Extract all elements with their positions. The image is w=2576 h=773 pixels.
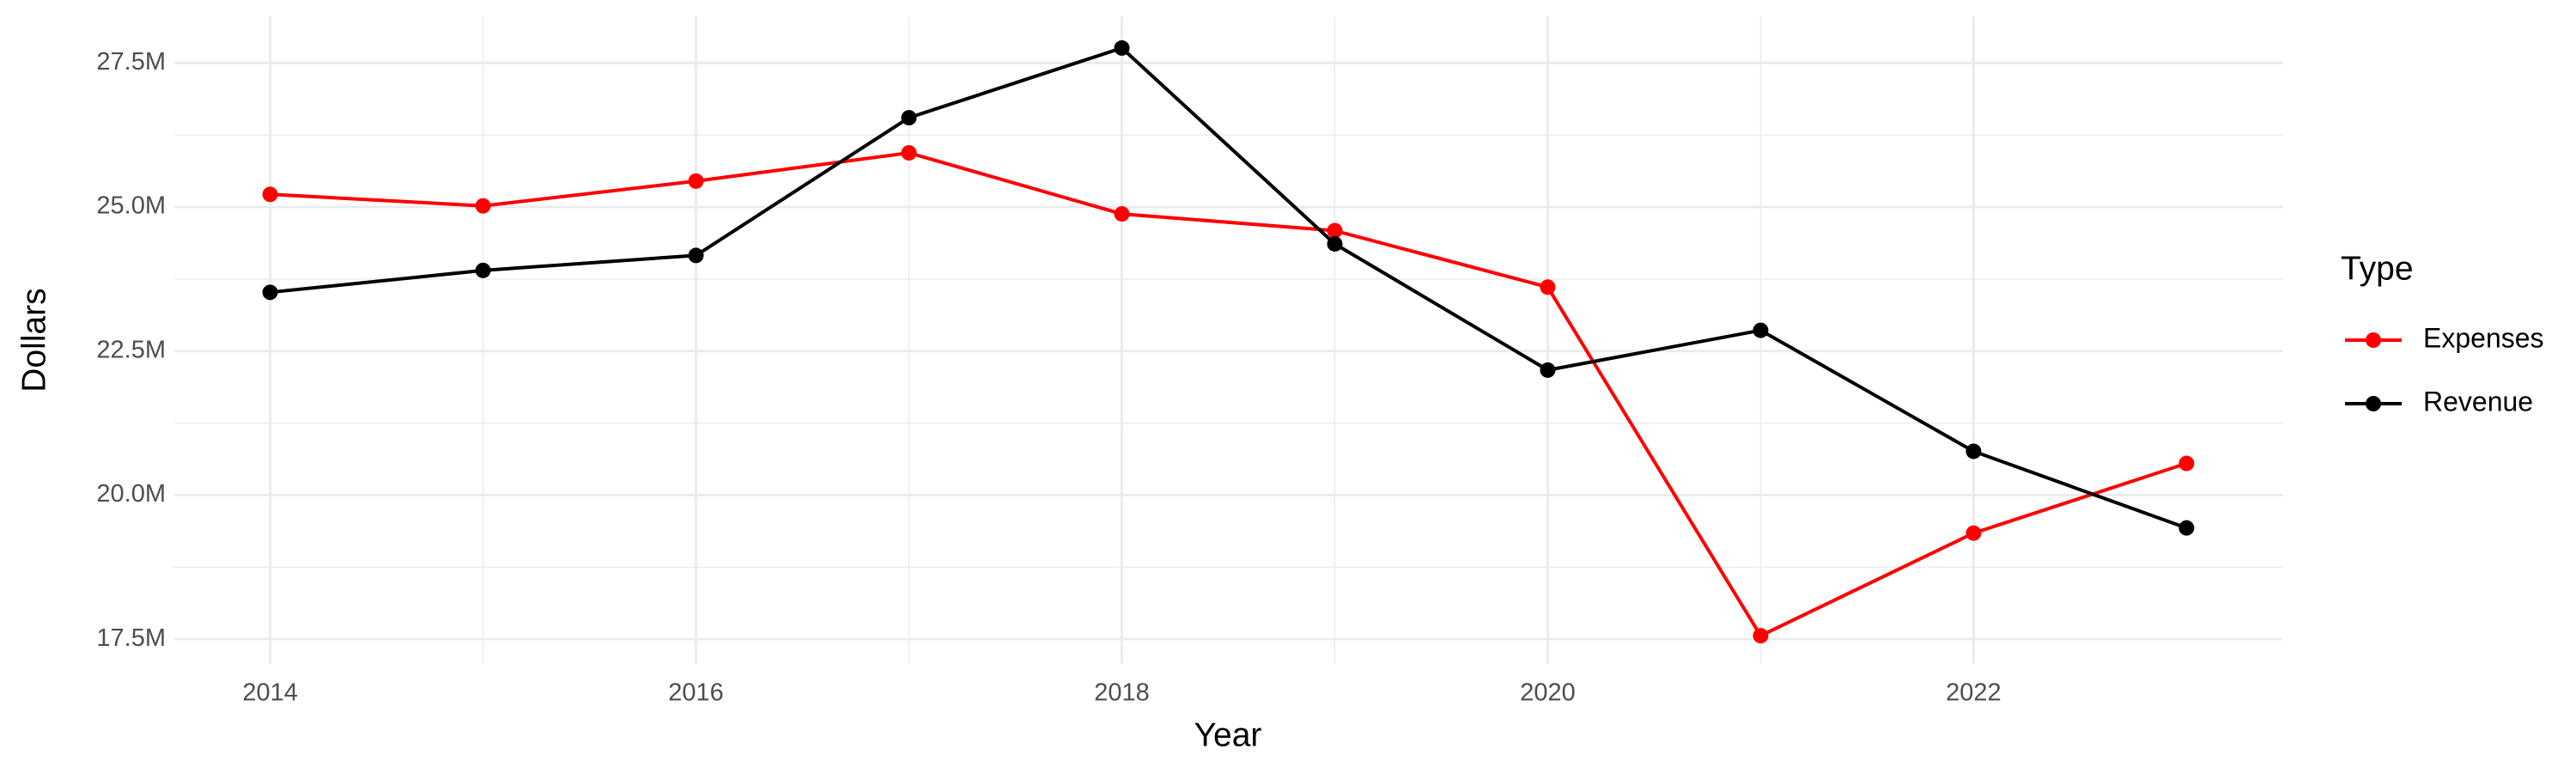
y-tick-label: 25.0M xyxy=(96,192,166,220)
x-tick-label: 2016 xyxy=(668,679,724,707)
x-axis-title: Year xyxy=(1194,716,1262,753)
y-tick-label: 17.5M xyxy=(96,624,166,652)
data-point xyxy=(688,173,704,189)
data-point xyxy=(262,284,278,301)
data-point xyxy=(2178,520,2195,536)
x-tick-label: 2022 xyxy=(1946,679,2002,707)
data-point xyxy=(1540,362,1556,378)
legend-label: Revenue xyxy=(2423,386,2533,417)
data-point xyxy=(1327,222,1343,239)
legend: Expenses Revenue xyxy=(2345,322,2544,417)
data-point xyxy=(475,262,491,278)
x-tick-label: 2014 xyxy=(242,679,298,707)
data-point xyxy=(901,110,917,126)
data-point xyxy=(2178,455,2195,472)
x-tick-label: 2020 xyxy=(1520,679,1576,707)
legend-key-point xyxy=(2366,396,2381,411)
legend-label: Expenses xyxy=(2423,322,2544,353)
data-point xyxy=(475,198,491,214)
series-line xyxy=(270,150,2188,638)
legend-title: Type xyxy=(2341,250,2414,287)
data-point xyxy=(1753,322,1769,338)
data-point xyxy=(901,144,917,161)
data-point xyxy=(1753,628,1769,644)
x-tick-label: 2018 xyxy=(1094,679,1150,707)
y-tick-label: 20.0M xyxy=(96,480,166,508)
data-point xyxy=(1540,279,1556,295)
plot-area xyxy=(262,40,2195,644)
data-point xyxy=(1114,206,1130,222)
y-axis-title: Dollars xyxy=(15,288,52,392)
data-point xyxy=(1965,443,1982,460)
legend-key-point xyxy=(2366,332,2381,348)
y-tick-label: 22.5M xyxy=(96,336,166,363)
grid: 17.5M 20.0M 22.5M 25.0M 27.5M 2014 2016 2018 202… xyxy=(96,16,2282,707)
data-point xyxy=(688,247,704,264)
data-point xyxy=(1114,40,1130,56)
data-point xyxy=(1327,235,1343,252)
data-point xyxy=(1965,525,1982,541)
y-tick-label: 27.5M xyxy=(96,48,166,76)
series-line xyxy=(270,46,2188,530)
data-point xyxy=(262,186,278,203)
